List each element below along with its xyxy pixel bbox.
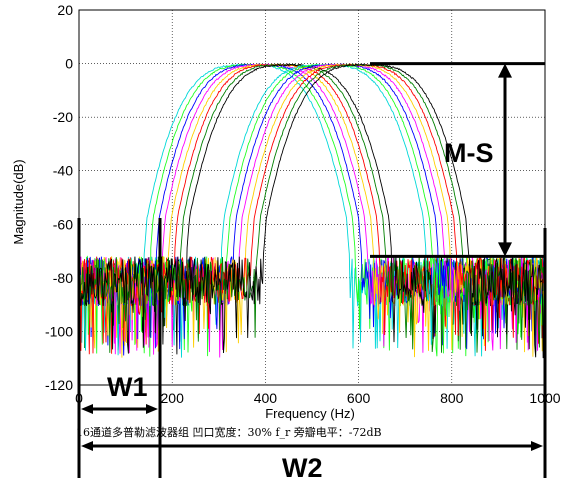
w1-label: W1 xyxy=(107,372,148,402)
filter-curve xyxy=(78,63,546,359)
y-tick-label: -80 xyxy=(53,270,73,286)
ms-arrow-head-bottom xyxy=(498,242,512,257)
x-tick-label: 400 xyxy=(254,390,278,406)
y-tick-label: 0 xyxy=(65,56,73,72)
y-tick-labels: 20 0 -20 -40 -60 -80 -100 -120 xyxy=(45,2,73,393)
y-tick-label: -100 xyxy=(45,323,73,339)
y-tick-label: 20 xyxy=(57,2,73,18)
filter-curve xyxy=(78,63,546,353)
annotations xyxy=(77,62,547,478)
x-tick-label: 800 xyxy=(440,390,464,406)
y-tick-label: -40 xyxy=(53,163,73,179)
ms-label: M-S xyxy=(444,138,494,168)
w2-label: W2 xyxy=(282,453,323,483)
w2-arrow-head-left xyxy=(81,441,93,451)
filter-curves xyxy=(78,63,546,359)
x-axis-label: Frequency (Hz) xyxy=(265,406,355,421)
y-tick-label: -120 xyxy=(45,377,73,393)
x-tick-labels: 0 200 400 600 800 1000 xyxy=(75,390,561,406)
caption: 16通道多普勒滤波器组 凹口宽度：30% f_r 旁瓣电平：-72dB xyxy=(76,425,382,439)
x-tick-label: 600 xyxy=(347,390,371,406)
y-tick-label: -20 xyxy=(53,109,73,125)
w2-arrow-head-right xyxy=(531,441,543,451)
y-tick-label: -60 xyxy=(53,216,73,232)
plot-frame xyxy=(78,9,546,386)
ms-arrow-head-top xyxy=(498,63,512,78)
y-axis-label: Magnitude(dB) xyxy=(11,159,26,244)
w1-arrow-head-right xyxy=(146,404,158,414)
w1-arrow-head-left xyxy=(81,404,93,414)
x-tick-label: 200 xyxy=(161,390,185,406)
